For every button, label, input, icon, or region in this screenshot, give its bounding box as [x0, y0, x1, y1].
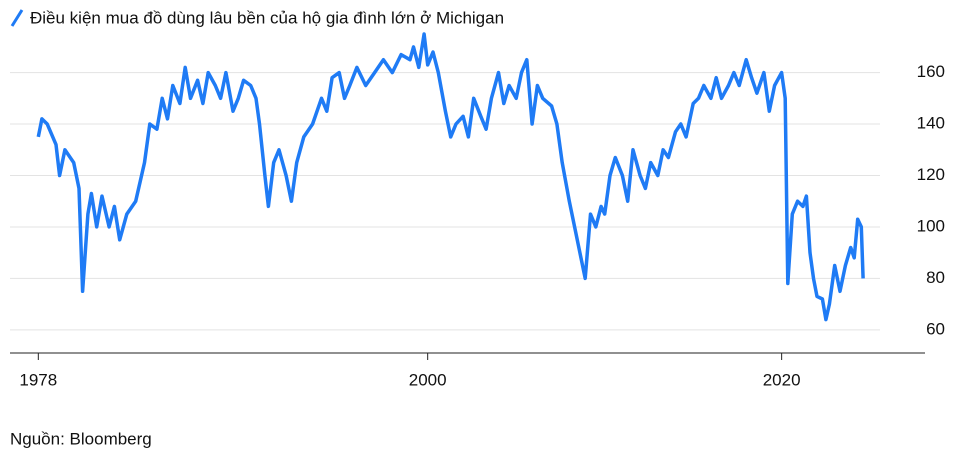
- chart-title: Điều kiện mua đồ dùng lâu bền của hộ gia…: [30, 8, 504, 27]
- source: Nguồn: Bloomberg: [10, 429, 152, 448]
- data-line: [36, 32, 865, 322]
- y-tick-label: 60: [926, 319, 945, 338]
- y-tick-label: 140: [917, 114, 945, 133]
- y-tick-label: 160: [917, 62, 945, 81]
- x-tick-label: 2020: [763, 370, 801, 389]
- y-tick-label: 80: [926, 268, 945, 287]
- x-tick-label: 1978: [19, 370, 57, 389]
- title-icon: [10, 9, 24, 27]
- x-tick-label: 2000: [409, 370, 447, 389]
- y-tick-label: 120: [917, 165, 945, 184]
- y-tick-label: 100: [917, 216, 945, 235]
